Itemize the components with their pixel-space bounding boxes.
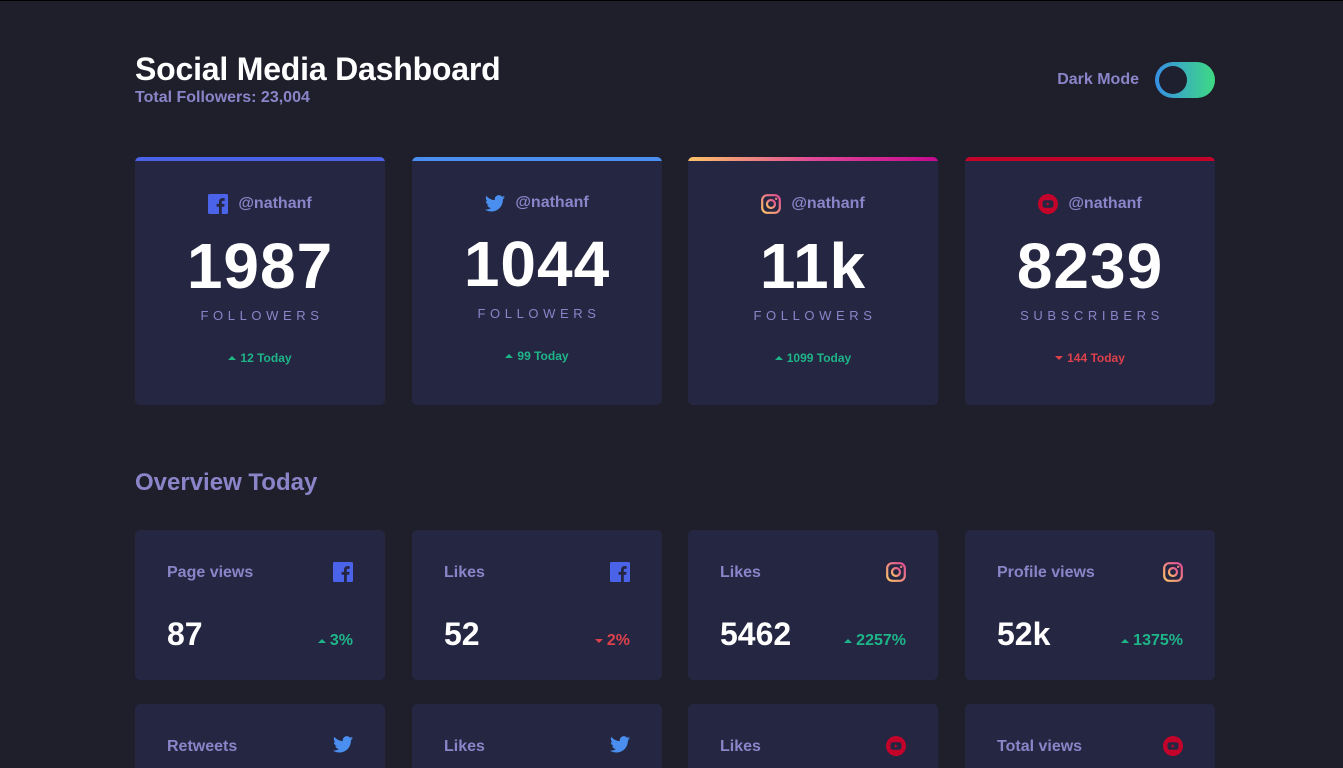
toggle-knob[interactable] xyxy=(1159,66,1187,94)
overview-card-ig-likes[interactable]: Likes 5462 2257% xyxy=(688,530,938,680)
card-accent-bar xyxy=(412,157,662,161)
twitter-icon xyxy=(610,736,630,753)
handle-text: @nathanf xyxy=(791,195,865,212)
today-change: 1099 Today xyxy=(688,351,938,365)
facebook-icon xyxy=(208,194,229,214)
youtube-icon xyxy=(886,736,906,756)
follower-cards: @nathanf 1987 FOLLOWERS 12 Today @nathan… xyxy=(135,157,1215,405)
overview-change: 3% xyxy=(317,632,353,650)
count-unit: FOLLOWERS xyxy=(477,306,601,321)
card-handle: @nathanf xyxy=(965,194,1215,214)
card-accent-bar xyxy=(135,157,385,161)
overview-label: Likes xyxy=(720,738,761,755)
overview-card-retweets[interactable]: Retweets xyxy=(135,704,385,768)
card-facebook[interactable]: @nathanf 1987 FOLLOWERS 12 Today xyxy=(135,157,385,405)
count-unit: FOLLOWERS xyxy=(753,308,877,323)
down-arrow-icon xyxy=(594,639,603,643)
overview-card-total-views[interactable]: Total views xyxy=(965,704,1215,768)
dashboard-header: Social Media Dashboard Total Followers: … xyxy=(135,51,1215,111)
overview-title: Overview Today xyxy=(135,469,318,496)
overview-card-tw-likes[interactable]: Likes xyxy=(412,704,662,768)
follower-count: 11k xyxy=(759,230,867,302)
instagram-icon xyxy=(886,562,906,582)
overview-label: Profile views xyxy=(997,564,1095,581)
page-title: Social Media Dashboard xyxy=(135,51,501,87)
overview-card-yt-likes[interactable]: Likes xyxy=(688,704,938,768)
overview-card-page-views[interactable]: Page views 87 3% xyxy=(135,530,385,680)
twitter-icon xyxy=(333,736,353,753)
overview-value: 52 xyxy=(444,616,480,652)
dark-mode-toggle[interactable] xyxy=(1155,62,1215,98)
dark-mode-control: Dark Mode xyxy=(1057,62,1215,98)
follower-count: 1044 xyxy=(463,228,611,300)
overview-change: 1375% xyxy=(1121,632,1183,650)
overview-change-text: 1375% xyxy=(1133,632,1183,649)
today-change: 12 Today xyxy=(135,351,385,365)
today-change: 99 Today xyxy=(412,349,662,363)
up-arrow-icon xyxy=(228,356,237,360)
facebook-icon xyxy=(333,562,353,582)
overview-label: Retweets xyxy=(167,738,238,755)
card-youtube[interactable]: @nathanf 8239 SUBSCRIBERS 144 Today xyxy=(965,157,1215,405)
overview-label: Total views xyxy=(997,738,1083,755)
handle-text: @nathanf xyxy=(515,194,589,211)
up-arrow-icon xyxy=(317,639,326,643)
up-arrow-icon xyxy=(844,639,853,643)
overview-change: 2257% xyxy=(844,632,906,650)
youtube-icon xyxy=(1038,194,1059,214)
card-accent-bar xyxy=(965,157,1215,161)
overview-value: 87 xyxy=(167,616,203,652)
card-accent-bar xyxy=(688,157,938,161)
handle-text: @nathanf xyxy=(238,195,312,212)
up-arrow-icon xyxy=(774,356,783,360)
overview-change: 2% xyxy=(594,632,630,650)
overview-label: Likes xyxy=(444,564,485,581)
today-change-text: 12 Today xyxy=(240,351,292,365)
overview-value: 5462 xyxy=(720,616,792,652)
card-handle: @nathanf xyxy=(688,194,938,214)
today-change: 144 Today xyxy=(965,351,1215,365)
today-change-text: 1099 Today xyxy=(786,351,852,365)
overview-change-text: 2257% xyxy=(856,632,906,649)
up-arrow-icon xyxy=(1121,639,1130,643)
dark-mode-label: Dark Mode xyxy=(1057,71,1139,88)
up-arrow-icon xyxy=(505,354,514,358)
overview-label: Page views xyxy=(167,564,254,581)
handle-text: @nathanf xyxy=(1068,195,1142,212)
overview-label: Likes xyxy=(444,738,485,755)
count-unit: SUBSCRIBERS xyxy=(1020,308,1164,323)
overview-value: 52k xyxy=(997,616,1051,652)
total-followers: Total Followers: 23,004 xyxy=(135,89,310,106)
down-arrow-icon xyxy=(1055,356,1064,360)
card-instagram[interactable]: @nathanf 11k FOLLOWERS 1099 Today xyxy=(688,157,938,405)
card-handle: @nathanf xyxy=(412,194,662,212)
card-twitter[interactable]: @nathanf 1044 FOLLOWERS 99 Today xyxy=(412,157,662,405)
overview-change-text: 3% xyxy=(329,632,353,649)
facebook-icon xyxy=(610,562,630,582)
overview-card-profile-views[interactable]: Profile views 52k 1375% xyxy=(965,530,1215,680)
instagram-icon xyxy=(761,194,782,214)
twitter-icon xyxy=(485,194,506,212)
count-unit: FOLLOWERS xyxy=(200,308,324,323)
youtube-icon xyxy=(1163,736,1183,756)
today-change-text: 99 Today xyxy=(517,349,569,363)
overview-card-fb-likes[interactable]: Likes 52 2% xyxy=(412,530,662,680)
subscriber-count: 8239 xyxy=(1016,230,1164,302)
card-handle: @nathanf xyxy=(135,194,385,214)
follower-count: 1987 xyxy=(186,230,334,302)
overview-change-text: 2% xyxy=(606,632,630,649)
overview-label: Likes xyxy=(720,564,761,581)
instagram-icon xyxy=(1163,562,1183,582)
today-change-text: 144 Today xyxy=(1067,351,1125,365)
